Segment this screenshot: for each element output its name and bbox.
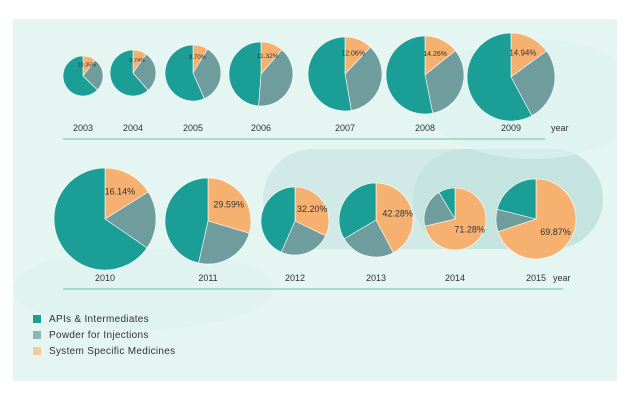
legend-item-0: APIs & Intermediates [33, 311, 175, 327]
pie-2010-slice-ssm [104, 167, 149, 220]
legend-label: APIs & Intermediates [49, 313, 149, 325]
year-label-2012: 2012 [285, 273, 305, 283]
year-label-2006: 2006 [251, 123, 271, 133]
pie-2007: 12.06% 2007 [307, 36, 383, 133]
pie-2006-slice-api [228, 41, 262, 107]
year-label-2013: 2013 [366, 273, 386, 283]
year-label-2004: 2004 [123, 123, 143, 133]
pie-2011-slice-api [164, 177, 209, 264]
pie-2015-slice-ssm [497, 178, 577, 260]
pie-2007-slice-powder [344, 46, 383, 111]
pie-2004: 9.74% 2004 [109, 49, 157, 133]
year-label-2015: 2015 [526, 273, 546, 283]
pie-2009-percent-label: 14.94% [509, 49, 536, 58]
pie-2003-percent-label: 10.35% [77, 63, 96, 69]
legend: APIs & Intermediates Powder for Injection… [33, 311, 175, 359]
pie-2014-percent-label: 71.28% [454, 225, 485, 235]
pie-2014-slice-ssm [424, 187, 487, 251]
year-label-2010: 2010 [95, 273, 115, 283]
pie-2003-slice-api [62, 55, 98, 97]
pie-2008-percent-label: 14.26% [423, 51, 447, 58]
pie-2010: 16.14% 2010 [53, 167, 157, 283]
pie-2011-slice-powder [198, 220, 250, 265]
pie-2011-percent-label: 29.59% [213, 200, 244, 210]
pie-2013-percent-label: 42.28% [382, 209, 413, 219]
pie-2009-slice-api [466, 32, 533, 122]
pie-2005-slice-powder [192, 48, 222, 100]
legend-swatch [33, 347, 41, 355]
pie-2006-slice-powder [258, 49, 294, 107]
axis-label-row2: year [553, 273, 571, 283]
pie-2008-slice-api [385, 35, 434, 115]
pie-2007-percent-label: 12.06% [341, 50, 365, 57]
pie-2003: 10.35% 2003 [62, 55, 104, 133]
pie-2010-percent-label: 16.14% [105, 186, 136, 196]
pie-chart-area: 10.35% 2003 9.74% 2004 8.70% 2005 11.32% 2006 12… [53, 32, 577, 290]
pie-2013: 42.28% 2013 [338, 182, 414, 283]
legend-item-2: System Specific Medicines [33, 343, 175, 359]
legend-label: Powder for Injections [49, 329, 149, 341]
pie-2009-slice-powder [510, 50, 556, 117]
chart-panel: 10.35% 2003 9.74% 2004 8.70% 2005 11.32% 2006 12… [13, 19, 617, 381]
pie-2006-percent-label: 11.32% [257, 53, 279, 60]
pie-2004-percent-label: 9.74% [129, 58, 145, 64]
pie-2011-slice-ssm [207, 177, 252, 234]
pie-2012-percent-label: 32.20% [297, 204, 328, 214]
pie-2009: 14.94% 2009 [466, 32, 556, 133]
legend-label: System Specific Medicines [49, 345, 176, 357]
pie-2004-slice-api [109, 49, 149, 97]
pie-2014-slice-api [438, 187, 456, 221]
pie-2005-slice-api [164, 44, 205, 102]
year-label-2014: 2014 [445, 273, 465, 283]
pie-2013-slice-api [338, 182, 377, 240]
pie-2008: 14.26% 2008 [385, 35, 465, 133]
pie-2013-slice-powder [343, 219, 394, 258]
axis-label-row1: year [551, 123, 569, 133]
pie-2010-slice-powder [104, 191, 157, 249]
year-label-2005: 2005 [183, 123, 203, 133]
pie-2003-slice-powder [82, 59, 104, 91]
pie-2006: 11.32% 2006 [228, 41, 294, 133]
pie-2012-slice-powder [280, 220, 326, 256]
pie-2012: 32.20% 2012 [260, 186, 330, 283]
pie-2010-slice-api [53, 167, 148, 271]
legend-swatch [33, 331, 41, 339]
pie-2004-slice-powder [132, 53, 157, 91]
legend-swatch [33, 315, 41, 323]
legend-item-1: Powder for Injections [33, 327, 175, 343]
year-label-2011: 2011 [198, 273, 217, 283]
pie-2005: 8.70% 2005 [164, 44, 222, 133]
pie-2011: 29.59% 2011 [164, 177, 252, 283]
pie-2008-slice-powder [424, 50, 465, 114]
year-label-2009: 2009 [501, 123, 521, 133]
pie-2005-percent-label: 8.70% [189, 55, 207, 61]
pie-2015: 69.87% 2015 [495, 178, 577, 283]
pie-2015-percent-label: 69.87% [540, 227, 571, 237]
year-label-2007: 2007 [335, 123, 355, 133]
pie-2014-slice-powder [423, 192, 456, 227]
pie-2015-slice-api [496, 178, 537, 220]
year-label-2008: 2008 [415, 123, 435, 133]
year-label-2003: 2003 [73, 123, 93, 133]
pie-2013-slice-ssm [375, 182, 414, 254]
pie-2007-slice-api [307, 36, 352, 112]
pie-2014: 71.28% 2014 [423, 187, 487, 283]
pie-2012-slice-api [260, 186, 296, 253]
pie-2012-slice-ssm [294, 186, 330, 237]
